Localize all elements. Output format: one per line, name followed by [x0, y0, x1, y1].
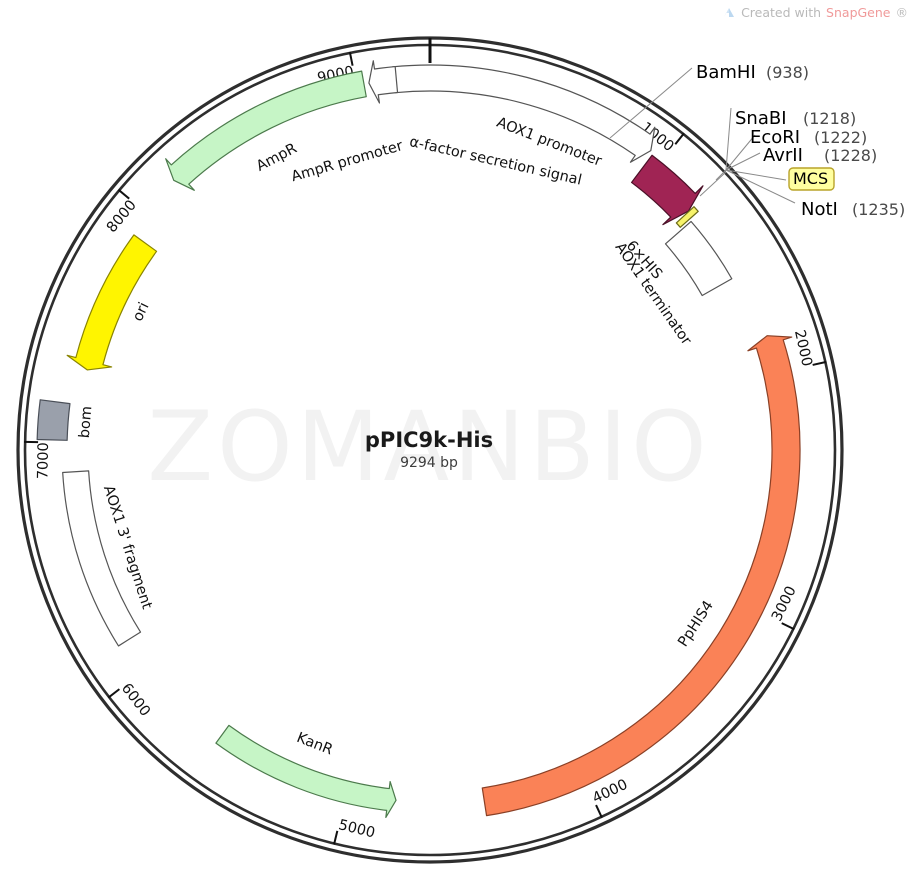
- feature-aox1-terminator[interactable]: [664, 220, 733, 297]
- feature-kanr[interactable]: [215, 724, 397, 818]
- site-snabi-label: SnaBI: [735, 108, 787, 129]
- feature-bom[interactable]: [36, 399, 71, 441]
- feature-pphis4[interactable]: [481, 335, 801, 817]
- watermark-text: ZOMANBIO: [147, 391, 710, 503]
- feature-6xhis[interactable]: [675, 206, 699, 228]
- site-bamhi[interactable]: BamHI (938): [696, 62, 809, 83]
- site-avrii[interactable]: AvrII (1228): [763, 145, 877, 166]
- tick-7000: 7000: [24, 440, 52, 479]
- feature-alpha-factor-secretion-signal[interactable]: [630, 154, 704, 226]
- site-leader-lines: [609, 67, 796, 204]
- plasmid-size: 9294 bp: [400, 455, 458, 471]
- site-noti-label: NotI: [801, 199, 838, 220]
- credit-brand: SnapGene: [826, 5, 891, 20]
- feature-label-ampr-promoter: AmpR promoter: [290, 138, 405, 185]
- feature-aox1-3-fragment[interactable]: [62, 470, 142, 647]
- site-noti[interactable]: NotI (1235): [801, 199, 905, 220]
- mcs-badge-background: [788, 167, 835, 191]
- tick-label: 5000: [337, 817, 377, 841]
- restriction-sites-group: BamHI (938) SnaBI (1218) EcoRI (1222) Av…: [696, 62, 905, 220]
- tick-label: 3000: [769, 584, 800, 624]
- feature-label-ori: ori: [130, 300, 153, 324]
- feature-aox1-promoter[interactable]: [391, 64, 656, 163]
- site-ecori-position: (1222): [814, 128, 867, 147]
- site-noti-position: (1235): [852, 200, 905, 219]
- plasmid-title-group: pPIC9k-His 9294 bp: [365, 428, 493, 471]
- feature-ampr[interactable]: [165, 70, 367, 191]
- credit-suffix: ®: [895, 5, 909, 20]
- tick-2000: 2000: [791, 328, 827, 368]
- feature-label-pphis4: PpHIS4: [675, 598, 717, 650]
- feature-label-bom: bom: [77, 405, 96, 438]
- tick-5000: 5000: [333, 817, 377, 845]
- credit-prefix: Created with: [741, 5, 822, 20]
- site-ecori[interactable]: EcoRI (1222): [750, 127, 867, 148]
- feature-ampr-promoter[interactable]: [368, 60, 399, 104]
- site-snabi-position: (1218): [803, 109, 856, 128]
- plasmid-name: pPIC9k-His: [365, 428, 493, 452]
- site-avrii-label: AvrII: [763, 145, 803, 166]
- mcs-label: MCS: [793, 169, 828, 188]
- site-avrii-position: (1228): [824, 146, 877, 165]
- mcs-badge[interactable]: MCS: [788, 167, 835, 191]
- tick-8000: 8000: [104, 188, 140, 236]
- feature-label-kanr: KanR: [294, 730, 335, 759]
- site-ecori-label: EcoRI: [750, 127, 800, 148]
- tick-label: 7000: [35, 442, 52, 479]
- features-layer: [36, 60, 801, 818]
- site-bamhi-position: (938): [766, 63, 809, 82]
- snapgene-logo-icon: [722, 6, 736, 20]
- snapgene-credit: Created with SnapGene ®: [722, 5, 908, 20]
- feature-ori[interactable]: [66, 234, 158, 371]
- tick-label: 2000: [791, 328, 815, 367]
- site-snabi[interactable]: SnaBI (1218): [735, 108, 856, 129]
- site-bamhi-label: BamHI: [696, 62, 756, 83]
